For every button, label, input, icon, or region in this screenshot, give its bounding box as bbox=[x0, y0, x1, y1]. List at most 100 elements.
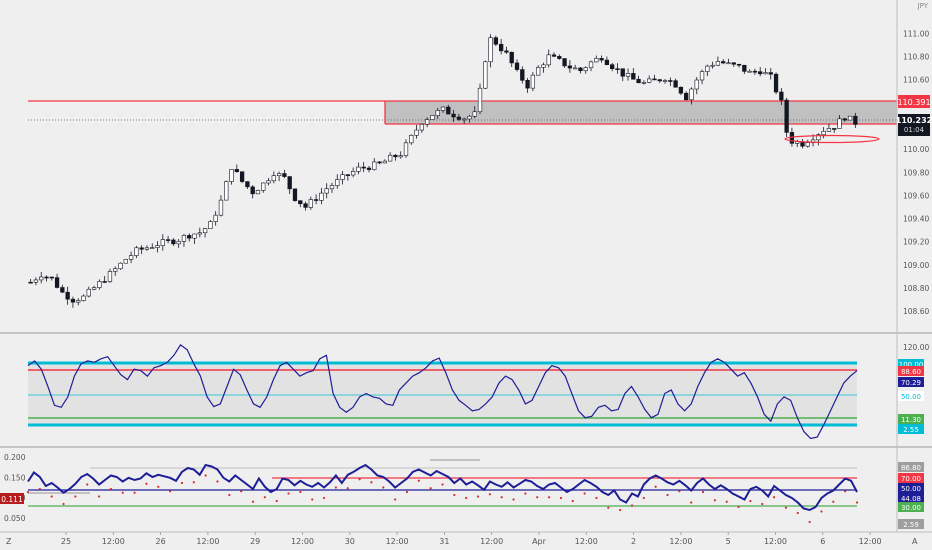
candle-body bbox=[562, 58, 567, 67]
candle-body bbox=[736, 63, 742, 66]
candle-body bbox=[525, 79, 530, 89]
candle-body bbox=[335, 179, 340, 186]
osc2-dot bbox=[240, 490, 243, 493]
candle-body bbox=[784, 99, 789, 133]
osc2-dot bbox=[571, 499, 574, 503]
candle-body bbox=[816, 134, 821, 141]
candle-body bbox=[588, 61, 594, 69]
candle-body bbox=[102, 281, 107, 283]
time-axis[interactable]: 25 12:00 26 12:00 29 12:00 30 12:00 31 12:00 Apr 12… bbox=[61, 532, 882, 546]
candle-body bbox=[662, 80, 668, 82]
time-tick-label: 31 bbox=[439, 537, 449, 546]
candle-body bbox=[118, 262, 123, 270]
candle-body bbox=[213, 214, 218, 222]
osc1-line bbox=[27, 344, 858, 440]
time-tick-label: 29 bbox=[250, 537, 260, 546]
osc1-value-tag-text: 11.30 bbox=[901, 416, 921, 424]
candle-body bbox=[763, 72, 768, 75]
osc2-line bbox=[27, 463, 858, 512]
candle-body bbox=[202, 228, 208, 234]
candle-body bbox=[636, 78, 641, 84]
osc2-value-tag bbox=[898, 502, 924, 512]
candle-body bbox=[250, 186, 255, 195]
candle-body bbox=[424, 119, 430, 125]
osc1-tick-label: 120.00 bbox=[903, 343, 929, 352]
candle-body bbox=[742, 64, 747, 72]
candle-body bbox=[313, 199, 319, 201]
candle-body bbox=[504, 50, 509, 53]
time-tick-label: 6 bbox=[820, 537, 825, 546]
osc2-dot bbox=[38, 487, 41, 491]
candle-body bbox=[33, 279, 39, 283]
candle-body bbox=[350, 171, 356, 176]
candle-body bbox=[779, 91, 784, 101]
candle-body bbox=[86, 288, 91, 297]
highlight-ellipse bbox=[784, 134, 880, 144]
candle-body bbox=[583, 67, 588, 72]
candle-body bbox=[520, 69, 525, 81]
osc2-dot bbox=[275, 499, 278, 503]
osc2-dot bbox=[322, 496, 326, 500]
candle-body bbox=[694, 79, 699, 90]
candle-body bbox=[483, 61, 488, 89]
osc1-value-tag bbox=[898, 366, 924, 376]
candle-body bbox=[461, 118, 467, 121]
candle-body bbox=[541, 64, 546, 68]
osc2-dot bbox=[465, 496, 468, 500]
candle-body bbox=[134, 247, 139, 256]
osc2-left-tag: 0.111 bbox=[0, 493, 24, 504]
osc2-dot bbox=[536, 496, 539, 499]
candle-body bbox=[91, 287, 97, 290]
candle-body bbox=[282, 173, 287, 177]
candle-body bbox=[599, 58, 604, 61]
candle-body bbox=[298, 200, 303, 205]
candle-body bbox=[361, 166, 366, 169]
candle-body bbox=[509, 51, 514, 64]
candle-body bbox=[615, 68, 620, 71]
osc2-dot bbox=[619, 508, 622, 512]
candle-body bbox=[710, 64, 715, 67]
osc2-dot bbox=[62, 502, 65, 506]
candle-body bbox=[255, 190, 261, 195]
osc2-dot bbox=[334, 486, 338, 489]
osc2-scale[interactable]: 0.2000.1500.1000.05086.8070.0050.0044.08… bbox=[4, 453, 924, 529]
candle-body bbox=[530, 74, 536, 89]
osc2-dot bbox=[512, 498, 515, 501]
oscillator-1-panel[interactable] bbox=[27, 344, 858, 440]
oscillator-2-panel[interactable] bbox=[26, 459, 859, 524]
candle-body bbox=[382, 160, 387, 164]
candle-body bbox=[181, 235, 187, 242]
countdown-text: 01:04 bbox=[904, 126, 925, 134]
candle-body bbox=[847, 115, 853, 121]
candle-body bbox=[567, 65, 573, 69]
candle-body bbox=[234, 169, 239, 173]
candle-body bbox=[573, 67, 578, 70]
osc2-dot bbox=[725, 500, 728, 503]
osc2-value-tag bbox=[898, 473, 924, 483]
osc1-value-tag bbox=[898, 424, 924, 434]
candle-body bbox=[752, 70, 758, 73]
time-tick-label: 12:00 bbox=[291, 537, 314, 546]
osc2-value-tag-text: 44.08 bbox=[901, 495, 921, 503]
candle-body bbox=[673, 80, 678, 88]
candle-body bbox=[430, 115, 435, 120]
osc2-dot bbox=[607, 506, 610, 509]
candle-body bbox=[387, 154, 393, 162]
osc2-dot bbox=[417, 479, 420, 482]
price-panel[interactable] bbox=[28, 34, 897, 308]
candle-body bbox=[187, 235, 192, 239]
osc2-dot bbox=[216, 480, 219, 483]
candle-body bbox=[604, 59, 610, 65]
candle-body bbox=[49, 276, 54, 279]
osc2-value-tag bbox=[898, 462, 924, 472]
candle-body bbox=[451, 113, 456, 118]
osc2-dot bbox=[382, 486, 385, 489]
candle-body bbox=[715, 61, 721, 66]
candle-body bbox=[345, 174, 350, 176]
candle-body bbox=[60, 287, 65, 293]
osc2-dot bbox=[86, 483, 89, 486]
osc2-tick-label: 0.150 bbox=[4, 473, 26, 482]
candle-body bbox=[356, 166, 361, 172]
